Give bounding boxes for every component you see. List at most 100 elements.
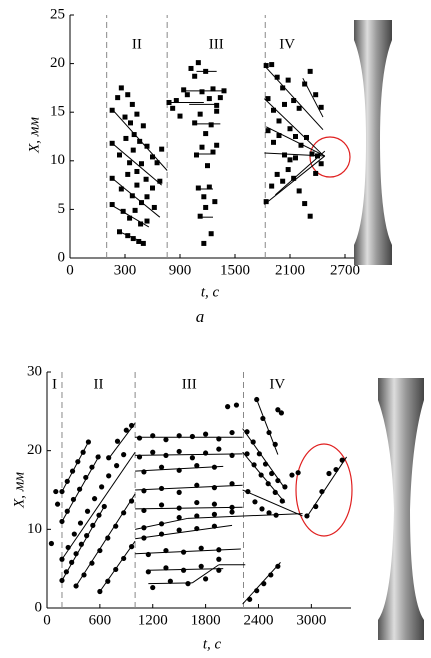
data-point (127, 160, 133, 166)
y-tick-label: 30 (27, 363, 42, 379)
data-point (85, 439, 92, 445)
data-point (138, 221, 144, 227)
data-point (158, 485, 165, 492)
data-point (262, 461, 269, 467)
data-point (150, 154, 155, 160)
data-point (214, 142, 220, 148)
data-point (176, 489, 182, 495)
trend-line (265, 126, 326, 157)
data-point (123, 427, 129, 433)
data-point (141, 535, 147, 541)
data-point (128, 498, 135, 504)
data-point (252, 499, 258, 505)
data-point (64, 508, 70, 514)
data-point (83, 474, 89, 481)
data-point (216, 547, 222, 553)
data-point (260, 415, 266, 422)
data-point (140, 123, 146, 129)
data-point (134, 182, 140, 188)
data-point (140, 240, 146, 246)
x-tick-label: 2700 (330, 262, 360, 278)
data-point (114, 438, 121, 444)
data-point (163, 452, 169, 458)
data-point (188, 65, 194, 71)
phase-label: II (132, 36, 142, 52)
data-point (211, 485, 218, 491)
data-point (89, 560, 95, 566)
y-tick-label: 10 (27, 521, 42, 537)
data-point (125, 92, 131, 98)
data-point (265, 96, 271, 102)
data-point (77, 520, 84, 526)
data-point (176, 527, 182, 533)
trend-line (242, 489, 303, 517)
data-point (302, 81, 308, 87)
data-point (84, 533, 90, 539)
data-point (97, 547, 103, 554)
data-point (304, 134, 309, 140)
data-point (180, 549, 187, 555)
data-point (80, 449, 86, 455)
data-point (128, 422, 135, 429)
data-point (176, 448, 182, 455)
data-point (69, 559, 75, 565)
data-point (189, 433, 195, 440)
data-point (69, 468, 76, 474)
data-point (302, 201, 308, 207)
data-point (129, 193, 135, 199)
data-point (59, 556, 65, 562)
data-point (95, 454, 101, 460)
data-point (206, 184, 212, 190)
x-tick-label: 1200 (138, 612, 168, 628)
data-point (141, 469, 147, 475)
data-point (291, 175, 297, 181)
caption: a (196, 307, 205, 326)
data-point (280, 85, 286, 91)
x-tick-label: 900 (169, 262, 192, 278)
data-point (90, 522, 96, 529)
data-point (211, 523, 218, 529)
data-point (150, 185, 155, 191)
data-point (271, 139, 276, 145)
y-tick-label: 20 (27, 442, 42, 458)
data-point (194, 499, 200, 506)
data-point (114, 463, 120, 469)
data-point (59, 577, 65, 584)
data-point (254, 396, 260, 403)
highlight-circle (309, 136, 351, 178)
data-point (70, 496, 77, 503)
data-point (127, 215, 133, 221)
data-point (145, 569, 151, 575)
data-point (263, 199, 269, 205)
data-point (64, 478, 70, 484)
data-point (101, 503, 107, 510)
data-point (75, 459, 81, 465)
data-point (91, 496, 98, 502)
data-point (141, 488, 147, 494)
data-point (225, 404, 231, 410)
data-point (309, 151, 315, 157)
data-point (130, 236, 136, 242)
data-point (176, 467, 182, 473)
y-tick-label: 5 (58, 201, 66, 217)
data-point (205, 163, 210, 169)
data-point (307, 213, 313, 219)
data-point (139, 161, 144, 167)
data-point (216, 436, 222, 442)
data-point (313, 92, 319, 98)
trend-line (192, 564, 220, 584)
data-point (109, 140, 115, 146)
y-tick-label: 0 (58, 249, 66, 265)
data-point (106, 473, 112, 479)
data-point (163, 437, 169, 443)
data-point (109, 175, 115, 181)
data-point (313, 170, 319, 176)
data-point (132, 207, 138, 213)
data-point (121, 452, 127, 458)
data-point (118, 85, 124, 91)
data-point (251, 462, 257, 468)
data-point (210, 86, 216, 92)
data-point (229, 429, 235, 436)
data-point (211, 464, 218, 470)
data-point (203, 131, 209, 137)
